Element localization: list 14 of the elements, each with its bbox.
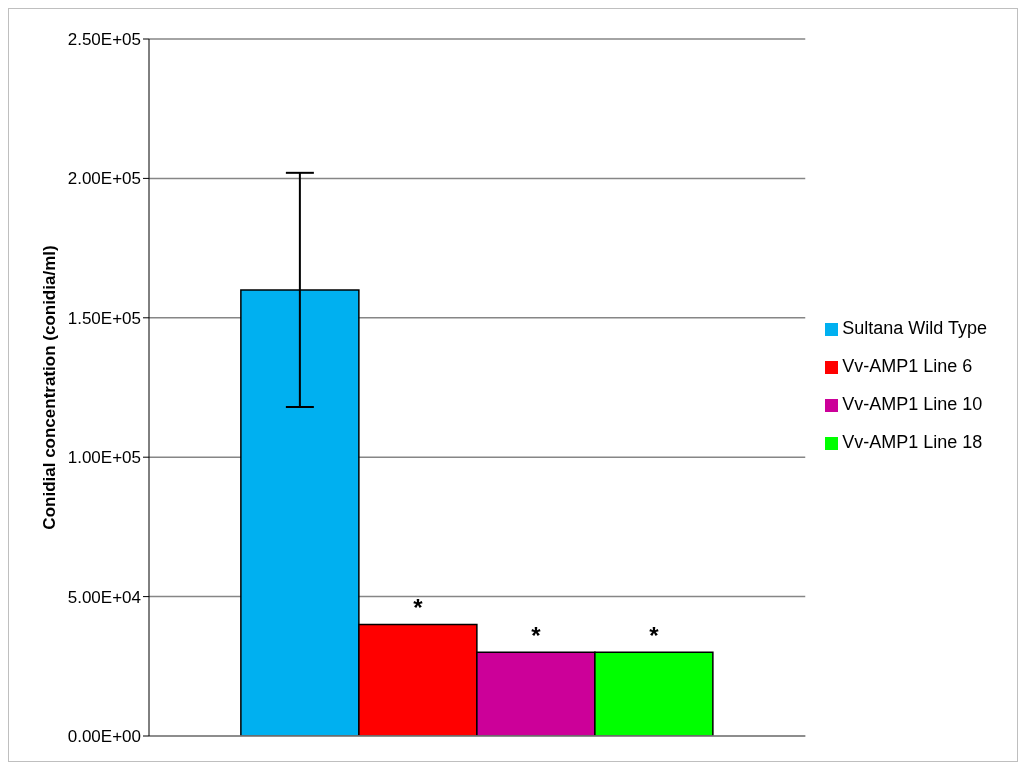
annotation: *	[649, 622, 660, 650]
y-axis-title: Conidial concentration (conidia/ml)	[40, 245, 60, 530]
y-tick-label: 2.50E+05	[67, 30, 141, 50]
legend-label: Vv-AMP1 Line 10	[842, 394, 983, 414]
y-tick-label: 5.00E+04	[67, 587, 141, 607]
annotation: *	[413, 594, 424, 622]
legend-label: Vv-AMP1 Line 6	[842, 356, 973, 376]
y-tick-label: 1.00E+05	[67, 448, 141, 468]
y-tick-label: 0.00E+00	[67, 727, 141, 747]
legend-label: Sultana Wild Type	[842, 318, 987, 338]
y-tick-label: 1.50E+05	[67, 308, 141, 328]
y-tick-label: 2.00E+05	[67, 169, 141, 189]
legend-label: Vv-AMP1 Line 18	[842, 432, 983, 452]
annotation: *	[531, 622, 542, 650]
